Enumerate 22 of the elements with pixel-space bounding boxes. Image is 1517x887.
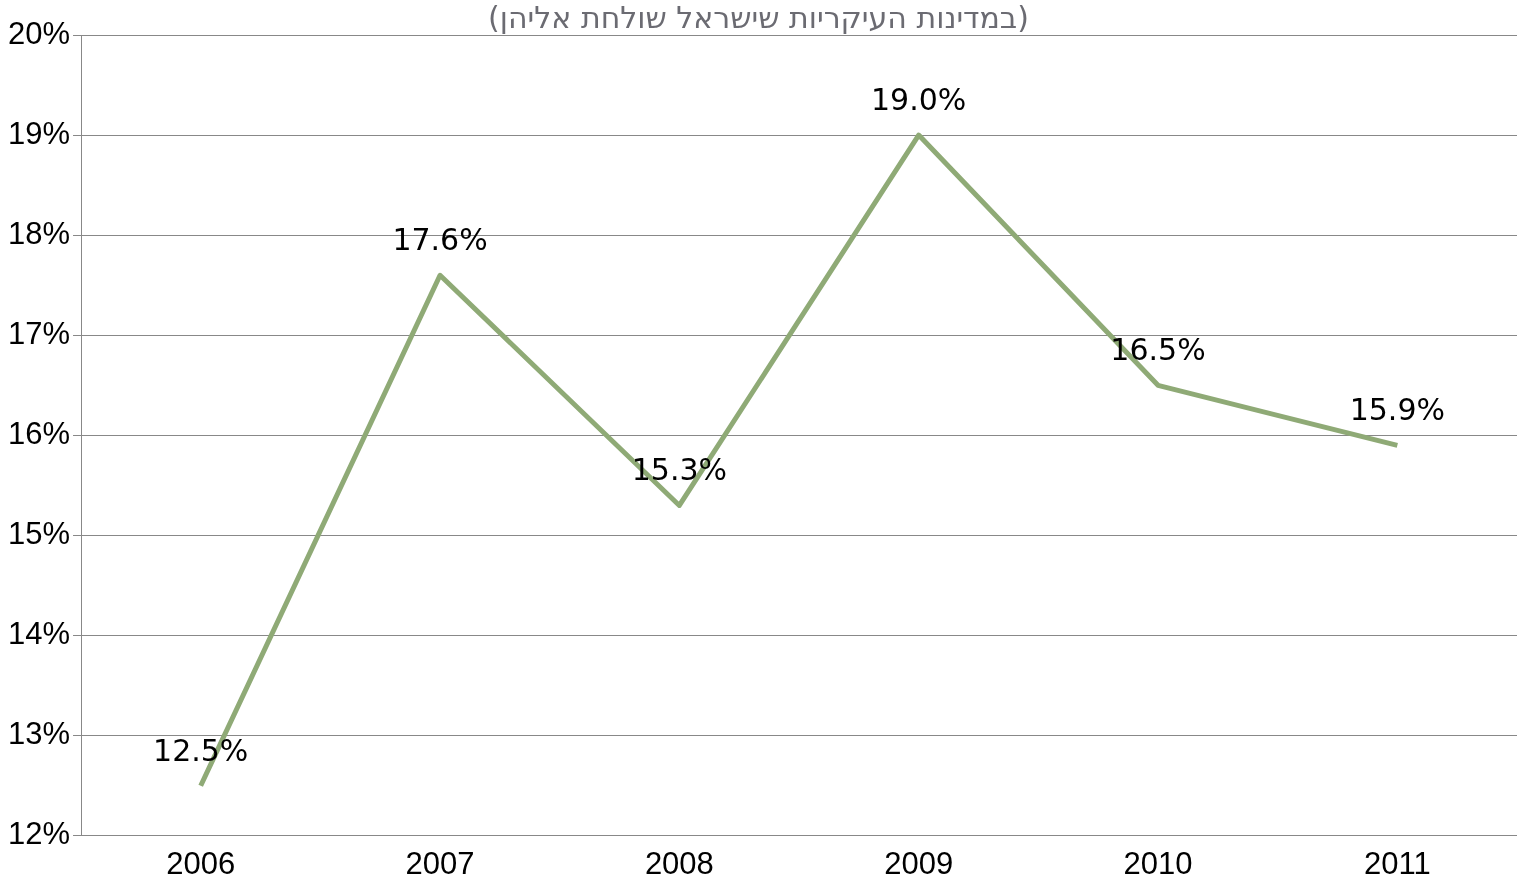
data-label: 12.5% [153,732,249,768]
x-tick-label: 2009 [884,845,954,881]
y-tick-label: 15% [8,516,71,552]
y-tick-label: 17% [8,315,71,351]
y-tick-label: 18% [8,215,71,251]
chart-subtitle: (במדינות העיקריות שישראל שולחת אליהן) [488,0,1029,35]
y-tick-label: 14% [8,616,71,652]
x-tick-label: 2011 [1364,845,1431,881]
x-tick-label: 2007 [405,845,475,881]
data-label: 15.9% [1349,392,1445,428]
data-label: 19.0% [871,81,967,117]
data-label: 15.3% [631,452,728,488]
y-tick-label: 19% [8,115,71,151]
y-tick-label: 20% [8,15,71,51]
x-tick-label: 2010 [1123,845,1193,881]
y-tick-label: 13% [8,716,71,752]
x-tick-label: 2006 [166,845,236,881]
data-label: 16.5% [1110,332,1206,368]
y-tick-label: 12% [8,816,71,852]
data-label: 17.6% [392,222,488,258]
y-tick-label: 16% [8,415,71,451]
x-tick-label: 2008 [644,845,714,881]
